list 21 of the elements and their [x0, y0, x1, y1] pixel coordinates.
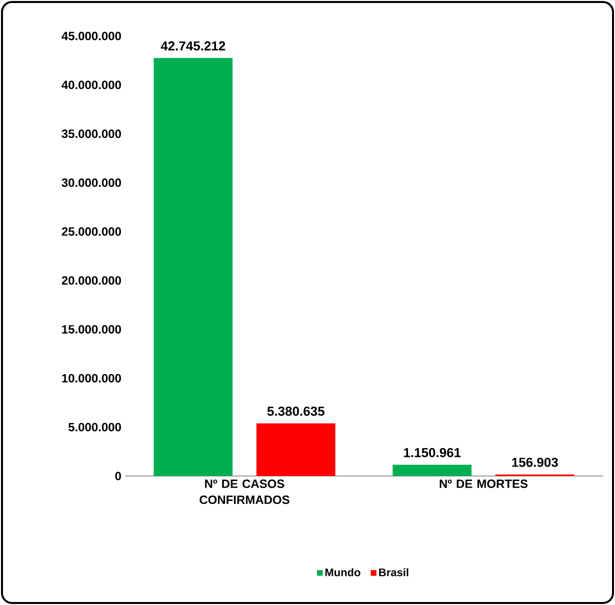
y-tick-label: 35.000.000 [62, 130, 121, 138]
y-tick-label: 5.000.000 [68, 422, 121, 432]
y-tick-label: 30.000.000 [62, 178, 121, 187]
bar [392, 464, 472, 476]
y-tick-label: 20.000.000 [62, 276, 121, 285]
bar [154, 58, 233, 476]
y-tick-label: 45.000.000 [62, 32, 121, 40]
y-tick-label: 10.000.000 [62, 374, 121, 382]
y-tick-label: 0 [115, 472, 121, 480]
y-tick-label: 15.000.000 [62, 325, 121, 334]
legend-label: Mundo [325, 568, 360, 576]
data-label: 156.903 [512, 458, 558, 467]
x-tick-label: Nº DE CASOS CONFIRMADOS [200, 480, 290, 504]
data-label: 42.745.212 [160, 41, 226, 51]
y-tick-label: 25.000.000 [62, 227, 121, 236]
data-label: 5.380.635 [267, 406, 324, 416]
bar [256, 423, 336, 476]
data-label: 1.150.961 [404, 448, 461, 458]
legend-label: Brasil [379, 568, 408, 576]
y-tick-label: 40.000.000 [62, 80, 121, 90]
x-tick-label: Nº DE MORTES [440, 480, 528, 488]
